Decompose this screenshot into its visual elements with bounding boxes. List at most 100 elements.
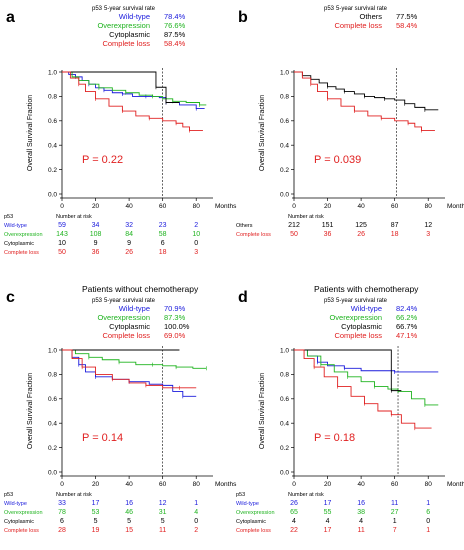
km-curve-cytoplasmic [294, 349, 402, 392]
legend-series-rate: 69.0% [164, 331, 186, 340]
y-tick-label: 0.2 [280, 167, 289, 174]
y-tick-label: 0.6 [48, 118, 57, 125]
risk-count: 17 [324, 527, 332, 534]
risk-count: 33 [58, 500, 66, 507]
risk-count: 9 [127, 240, 131, 247]
risk-count: 4 [194, 509, 198, 516]
legend-series-rate: 66.2% [396, 313, 418, 322]
risk-count: 5 [94, 518, 98, 525]
legend-series-name: Overexpression [97, 313, 150, 322]
legend-series-name: Wild-type [119, 304, 150, 313]
risk-row-label: Complete loss [236, 528, 271, 534]
x-tick-label: 60 [391, 203, 399, 210]
legend-series-rate: 66.7% [396, 322, 418, 331]
risk-count: 10 [192, 231, 200, 238]
risk-header: Number at risk [56, 492, 92, 498]
risk-count: 1 [426, 527, 430, 534]
x-tick-label: 20 [92, 481, 100, 488]
y-tick-label: 0.8 [280, 94, 289, 101]
risk-group-header: p53 [4, 492, 13, 498]
risk-count: 11 [391, 500, 398, 507]
x-tick-label: 20 [92, 203, 100, 210]
y-tick-label: 0.8 [280, 372, 289, 379]
km-curve-cytoplasmic [62, 71, 180, 103]
y-tick-label: 0.4 [48, 143, 57, 150]
risk-count: 0 [194, 518, 198, 525]
risk-count: 34 [92, 222, 100, 229]
y-tick-label: 0.2 [280, 445, 289, 452]
risk-row-label: Wild-type [236, 501, 259, 507]
panel-letter: a [6, 9, 15, 26]
legend-rate-header: 5-year survival rate [336, 6, 388, 12]
risk-count: 65 [290, 509, 298, 516]
x-tick-label: 0 [60, 481, 64, 488]
risk-count: 11 [357, 527, 364, 534]
risk-count: 19 [92, 527, 100, 534]
panel-letter: c [6, 289, 15, 306]
legend-series-rate: 87.5% [164, 30, 186, 39]
risk-count: 143 [56, 231, 68, 238]
risk-count: 18 [159, 249, 167, 256]
x-axis-label: Months [447, 203, 464, 210]
risk-count: 50 [290, 231, 298, 238]
y-tick-label: 0.6 [280, 118, 289, 125]
x-tick-label: 40 [125, 203, 133, 210]
legend-series-rate: 100.0% [164, 322, 190, 331]
legend-group-header: p53 [92, 298, 103, 304]
p-value: P = 0.22 [82, 154, 123, 166]
risk-row-label: Wild-type [4, 501, 27, 507]
panel-title: Patients without chemotherapy [82, 284, 199, 294]
risk-count: 26 [290, 500, 298, 507]
x-tick-label: 40 [357, 203, 365, 210]
risk-count: 4 [326, 518, 330, 525]
y-tick-label: 0.0 [48, 191, 57, 198]
y-tick-label: 0.2 [48, 445, 57, 452]
risk-row-label: Others [236, 223, 253, 229]
legend-series-rate: 82.4% [396, 304, 418, 313]
x-tick-label: 60 [159, 203, 167, 210]
risk-count: 17 [92, 500, 100, 507]
km-curve-overexpression [62, 349, 207, 369]
risk-row-label: Overexpression [236, 510, 275, 516]
y-tick-label: 1.0 [48, 69, 57, 76]
y-tick-label: 1.0 [280, 69, 289, 76]
panel-title: Patients with chemotherapy [314, 284, 419, 294]
legend-series-rate: 58.4% [396, 21, 418, 30]
risk-count: 9 [94, 240, 98, 247]
risk-count: 32 [125, 222, 133, 229]
risk-count: 46 [125, 509, 133, 516]
km-curve-complete-loss [62, 71, 203, 132]
risk-count: 7 [393, 527, 397, 534]
risk-row-label: Cytoplasmic [236, 519, 266, 525]
y-axis-label: Overall Survival Fraction [27, 95, 34, 171]
legend-rate-header: 5-year survival rate [336, 298, 388, 304]
risk-count: 4 [292, 518, 296, 525]
risk-count: 1 [393, 518, 397, 525]
legend-group-header: p53 [92, 6, 103, 12]
y-tick-label: 0.0 [280, 469, 289, 476]
risk-count: 84 [125, 231, 133, 238]
legend-series-rate: 77.5% [396, 12, 418, 21]
panel-letter: b [238, 9, 248, 26]
p-value: P = 0.18 [314, 432, 355, 444]
risk-count: 36 [324, 231, 332, 238]
y-tick-label: 0.2 [48, 167, 57, 174]
y-tick-label: 0.6 [48, 396, 57, 403]
legend-group-header: p53 [324, 298, 335, 304]
km-curve-others [294, 71, 439, 111]
legend-series-rate: 70.9% [164, 304, 186, 313]
risk-count: 16 [357, 500, 365, 507]
risk-header: Number at risk [56, 214, 92, 220]
risk-count: 38 [357, 509, 365, 516]
risk-count: 12 [424, 222, 432, 229]
p-value: P = 0.039 [314, 154, 361, 166]
risk-count: 10 [58, 240, 66, 247]
risk-row-label: Cytoplasmic [4, 241, 34, 247]
risk-count: 125 [355, 222, 367, 229]
km-curve-overexpression [294, 349, 439, 406]
x-tick-label: 0 [292, 203, 296, 210]
